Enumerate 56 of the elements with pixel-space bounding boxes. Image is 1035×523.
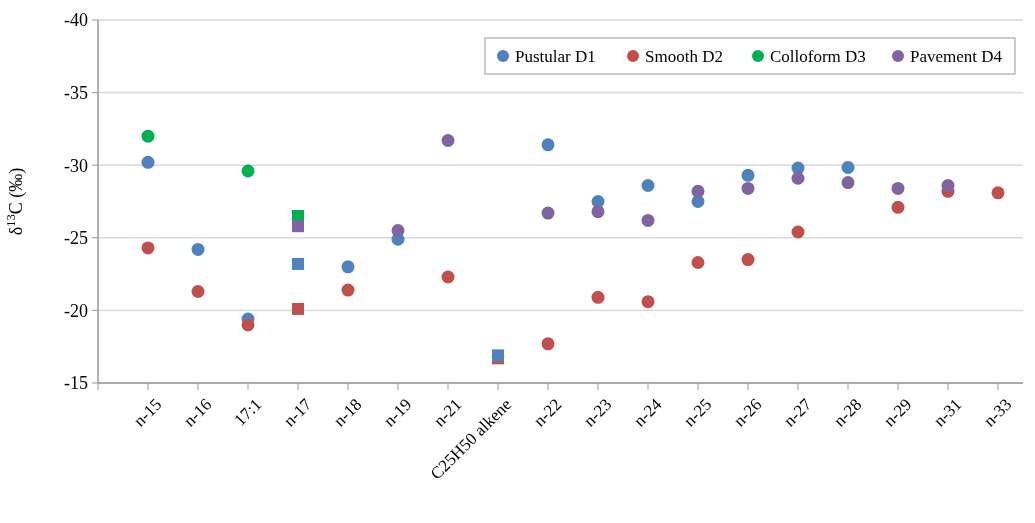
x-tick-label: n-25 (679, 394, 716, 431)
point (591, 205, 605, 219)
point (641, 295, 655, 309)
legend-label: Colloform D3 (770, 46, 866, 66)
point (191, 242, 205, 256)
y-tick-label: -20 (64, 300, 88, 321)
x-tick-label: n-18 (329, 394, 366, 431)
point (541, 206, 555, 220)
point (841, 176, 855, 190)
y-tick-label: -15 (64, 373, 88, 394)
point (641, 179, 655, 193)
point (341, 283, 355, 297)
point (991, 186, 1005, 200)
x-tick-label: n-22 (529, 394, 566, 431)
legend-label: Pustular D1 (515, 46, 596, 66)
y-tick-label: -30 (64, 155, 88, 176)
x-tick-label: n-23 (579, 394, 616, 431)
y-tick-label: -35 (64, 82, 88, 103)
x-tick-label: n-31 (929, 394, 966, 431)
x-tick-label: n-28 (829, 394, 866, 431)
x-tick-label: n-15 (129, 394, 166, 431)
point (141, 155, 155, 169)
x-tick-label: n-21 (429, 394, 466, 431)
point (591, 290, 605, 304)
point (691, 184, 705, 198)
point (691, 255, 705, 269)
point (891, 200, 905, 214)
point (741, 181, 755, 195)
x-tick-label: n-33 (979, 394, 1016, 431)
point (941, 179, 955, 193)
point (741, 253, 755, 267)
point (241, 318, 255, 332)
point (241, 164, 255, 178)
point (641, 213, 655, 227)
legend-label: Pavement D4 (910, 46, 1003, 66)
point (191, 285, 205, 299)
y-tick-label: -40 (64, 10, 88, 31)
point (441, 270, 455, 284)
x-tick-label: n-24 (629, 394, 666, 431)
legend-label: Smooth D2 (645, 46, 723, 66)
point (791, 171, 805, 185)
point (541, 337, 555, 351)
point (891, 181, 905, 195)
point (141, 129, 155, 143)
x-tick-label: n-29 (879, 394, 916, 431)
point (741, 168, 755, 182)
x-tick-label: n-19 (379, 394, 416, 431)
point (441, 134, 455, 148)
x-tick-label: 17:1 (230, 394, 266, 430)
point (141, 241, 155, 255)
point (391, 224, 405, 238)
point (541, 138, 555, 152)
point (791, 225, 805, 239)
point (341, 260, 355, 274)
y-tick-label: -25 (64, 228, 88, 249)
point (841, 160, 855, 174)
